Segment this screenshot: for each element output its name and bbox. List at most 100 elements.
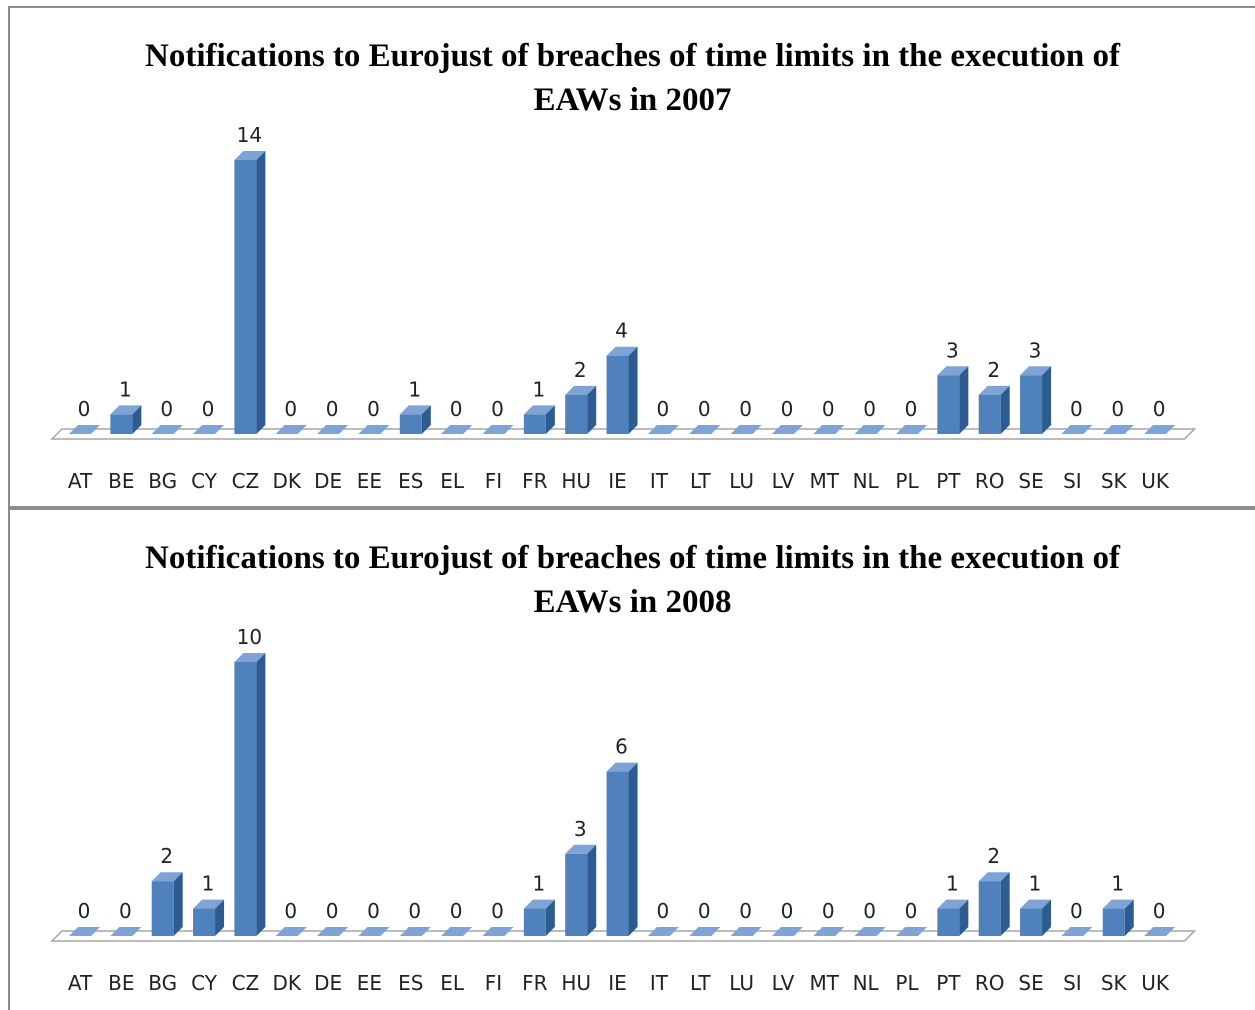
x-tick-label: IT [650,971,669,995]
data-label: 0 [698,397,711,421]
data-label: 0 [739,397,752,421]
bar [523,908,546,936]
data-label: 0 [1153,397,1166,421]
data-label: 1 [532,377,545,401]
bar [978,881,1001,936]
bar-top [358,927,390,936]
x-tick-label: LT [690,971,711,995]
bar-side [628,762,638,936]
x-tick-label: FI [485,971,502,995]
bar [1020,908,1043,936]
x-tick-label: DK [272,971,301,995]
bar-top [978,872,1010,882]
data-label: 0 [450,397,463,421]
data-label: 0 [326,397,339,421]
bar-top [482,425,514,434]
data-label: 14 [237,123,262,147]
x-tick-label: SE [1018,971,1043,995]
bar-side [173,872,183,936]
data-label: 3 [574,817,587,841]
data-label: 0 [119,899,132,923]
bar-top [1144,425,1176,434]
x-tick-label: RO [975,971,1005,995]
x-tick-label: BE [108,469,134,493]
x-tick-label: LU [729,469,754,493]
bar-side [215,899,225,936]
bar-side [959,366,969,434]
data-label: 6 [615,735,628,759]
bar [606,355,629,434]
data-label: 0 [739,899,752,923]
bar-top [193,899,225,909]
x-tick-label: LU [729,971,754,995]
bar-top [441,425,473,434]
data-label: 0 [657,899,670,923]
bar-side [1000,872,1010,936]
bar-top [1061,927,1093,936]
data-label: 0 [491,397,504,421]
data-label: 0 [202,397,215,421]
data-label: 1 [119,377,132,401]
data-label: 0 [408,899,421,923]
bar-top [730,425,762,434]
x-tick-label: CY [191,469,218,493]
x-tick-label: EL [440,971,465,995]
data-label: 3 [1029,338,1042,362]
bar-side [132,405,142,434]
data-label: 0 [822,899,835,923]
bar [193,908,216,936]
bar [1102,908,1125,936]
bar-top [358,425,390,434]
bar-top [813,927,845,936]
x-tick-label: DK [272,469,301,493]
bar-top [937,899,969,909]
data-label: 0 [905,397,918,421]
x-tick-label: LT [690,469,711,493]
bar [151,881,174,936]
data-label: 0 [781,899,794,923]
bar-side [1124,899,1134,936]
x-tick-label: LV [772,971,795,995]
data-label: 2 [574,358,587,382]
x-tick-label: IE [608,971,627,995]
bar-top [1061,425,1093,434]
bar-top [896,927,927,936]
chart-title: Notifications to Eurojust of breaches of… [145,540,1120,620]
bar-top [813,425,845,434]
data-label: 1 [408,377,421,401]
bar-top [565,844,597,854]
bar-top [69,927,100,936]
x-tick-label: PL [895,469,919,493]
bar-top [399,405,431,415]
data-label: 1 [202,872,215,896]
bar [1020,375,1043,434]
bar-side [628,346,638,434]
bar-top [1020,366,1052,376]
data-label: 4 [615,319,628,343]
data-label: 1 [1029,872,1042,896]
bar [565,853,588,936]
bar-side [256,151,266,434]
bar [234,160,257,434]
bar-top [441,927,473,936]
data-label: 0 [160,397,173,421]
bar [937,375,960,434]
x-tick-label: DE [314,971,342,995]
x-tick-label: IE [608,469,627,493]
bar [606,771,629,936]
bar-top [110,927,142,936]
data-label: 0 [78,397,91,421]
x-tick-label: CZ [232,971,260,995]
x-tick-label: EE [357,469,382,493]
data-label: 0 [367,397,380,421]
bar-top [606,346,638,356]
bar [523,414,546,434]
x-tick-label: MT [810,469,840,493]
data-label: 0 [863,899,876,923]
data-label: 0 [78,899,91,923]
data-label: 2 [987,358,1000,382]
bar-top [523,899,555,909]
bar-top [234,151,266,160]
x-tick-label: PT [936,469,961,493]
